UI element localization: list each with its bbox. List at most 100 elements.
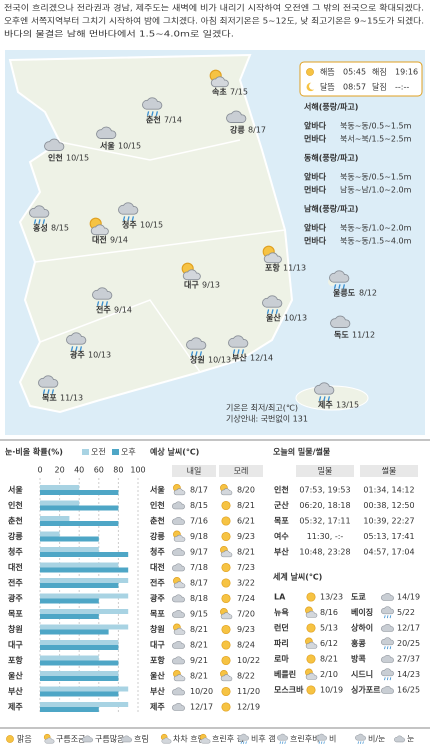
legend-label: 오후 [121, 448, 136, 457]
column-header: 내일 [187, 467, 202, 476]
time: 06:20, 18:18 [299, 501, 350, 510]
temp: 9/18 [190, 532, 208, 541]
sea-zone: 먼바다 [304, 134, 327, 144]
legend-label: 맑음 [17, 735, 32, 744]
category-label: 목포 [8, 610, 23, 619]
time: 05:45 [343, 68, 366, 77]
sea-zone: 앞바다 [304, 223, 327, 233]
bar [40, 671, 119, 676]
time: 00:38, 12:50 [363, 501, 414, 510]
column-header-bg [172, 465, 216, 477]
bar [40, 505, 119, 511]
column-header: 모레 [234, 467, 249, 476]
column-header: 썰물 [382, 466, 397, 476]
bar [40, 547, 99, 552]
sea-title: 서해(풍랑/파고) [304, 102, 358, 112]
bar [40, 655, 99, 661]
legend-label: 흐린후 갬 [212, 734, 244, 744]
temp: 14/23 [397, 670, 420, 679]
temp: 12/17 [190, 703, 213, 712]
bar [40, 598, 99, 604]
bar [40, 562, 119, 568]
time: 10:48, 23:28 [299, 548, 350, 557]
weather-icon [6, 735, 14, 743]
city-name: 모스크바 [274, 685, 304, 695]
city-name: 독도 [334, 331, 349, 340]
x-tick-label: 60 [94, 466, 104, 475]
time: 04:57, 17:04 [363, 548, 414, 557]
x-tick-label: 80 [113, 466, 123, 475]
sea-zone: 앞바다 [304, 172, 327, 182]
city-temp: 10/15 [140, 221, 163, 230]
temp: 20/25 [397, 639, 420, 648]
category-label: 제주 [8, 702, 23, 712]
time: 08:57 [343, 83, 366, 92]
city-name: 제주 [318, 400, 333, 410]
city-name: 강릉 [150, 531, 165, 541]
city-temp: 9/14 [114, 306, 132, 315]
note: 기상안내: 국번없이 131 [226, 414, 308, 424]
weather-icon [306, 592, 316, 602]
bar [40, 490, 119, 495]
port-name: 목포 [274, 517, 289, 526]
sea-zone: 앞바다 [304, 121, 327, 131]
label: 달짐 [372, 82, 387, 92]
city-name: 베이징 [351, 607, 373, 617]
x-tick-label: 0 [37, 466, 42, 475]
temp: 5/22 [397, 608, 415, 617]
bar [40, 593, 129, 599]
weather-icon [221, 516, 231, 526]
weather-icon [221, 593, 231, 604]
temp: 7/16 [190, 517, 208, 526]
intro-text: 오후엔 서쪽지역부터 그치기 시작하여 밤에 그치겠다. 아침 최저기온은 5~… [4, 16, 424, 26]
city-name: 로마 [274, 654, 289, 664]
column-header-bg [360, 465, 418, 477]
bar [40, 578, 129, 583]
city-name: 대전 [92, 235, 107, 245]
sea-header [300, 151, 422, 165]
sea-value: 북동~동/0.5~1.5m [340, 173, 412, 182]
city-name: 서울 [100, 141, 115, 151]
legend-label: 눈 [407, 735, 414, 744]
temp: 9/15 [190, 610, 208, 619]
bar [40, 660, 119, 666]
label: 해뜸 [320, 67, 335, 77]
city-name: 춘천 [146, 115, 161, 125]
temp: 8/20 [237, 486, 255, 495]
label: 달뜸 [320, 83, 335, 92]
temp: 6/12 [320, 639, 338, 648]
city-temp: 10/13 [284, 314, 307, 323]
port-name: 여수 [274, 531, 289, 541]
temp: 11/20 [237, 687, 260, 696]
temp: 14/19 [397, 593, 420, 602]
category-label: 부산 [8, 686, 23, 696]
city-name: 울산 [150, 671, 165, 681]
bar [40, 691, 119, 697]
sea-zone: 먼바다 [304, 185, 327, 195]
city-temp: 11/12 [352, 331, 375, 340]
sea-value: 북동~동/0.5~1.5m [340, 122, 412, 131]
weather-icon [221, 702, 231, 712]
time: 07:53, 19:53 [299, 486, 350, 495]
city-name: 대전 [150, 562, 165, 572]
city-temp: 9/13 [202, 281, 220, 290]
city-temp: 10/13 [208, 356, 231, 365]
legend-label: 비 [329, 735, 336, 744]
sea-header [300, 100, 422, 114]
bar [40, 531, 60, 537]
city-name: 런던 [274, 623, 289, 633]
bar [40, 686, 129, 692]
sun-moon-box [299, 61, 423, 97]
time: 11:30, -:- [307, 532, 344, 541]
sea-title: 동해(풍랑/파고) [304, 153, 358, 163]
time: 10:39, 22:27 [363, 517, 414, 526]
city-name: 목포 [42, 394, 57, 403]
temp: 8/24 [237, 641, 255, 650]
temp: 16/25 [397, 686, 420, 695]
city-temp: 10/13 [88, 351, 111, 360]
city-name: LA [274, 593, 286, 602]
bar [40, 707, 99, 712]
label: 해짐 [372, 67, 387, 77]
city-temp: 8/12 [359, 289, 377, 298]
weather-icon [221, 500, 231, 511]
